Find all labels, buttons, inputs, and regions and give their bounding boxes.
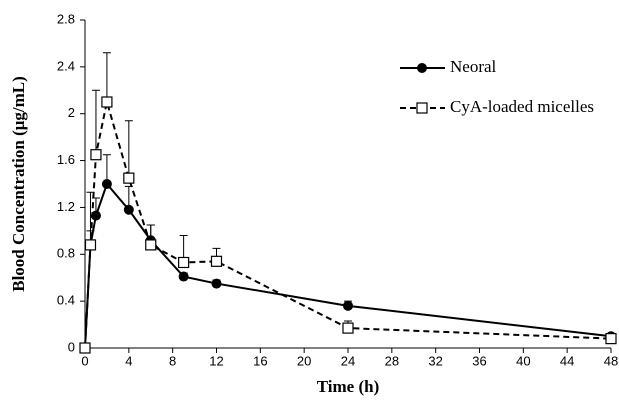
x-tick-label: 20 (297, 353, 311, 368)
y-axis-label: Blood Concentration (μg/mL) (9, 76, 28, 292)
error-bar (86, 191, 95, 245)
data-point (211, 278, 222, 289)
data-point (605, 333, 617, 345)
data-point (342, 322, 354, 334)
x-tick-label: 16 (253, 353, 267, 368)
y-tick-label: 0 (68, 339, 75, 354)
data-point (210, 255, 223, 267)
data-point (343, 300, 353, 311)
y-tick-label: 2.4 (57, 58, 75, 73)
data-point (123, 204, 134, 215)
series-line (84, 101, 612, 349)
data-point (79, 342, 91, 354)
data-point (90, 149, 102, 161)
y-tick-label: 1.2 (57, 199, 75, 214)
data-point (178, 271, 189, 282)
error-bar (124, 120, 133, 179)
x-axis-label: Time (h) (317, 377, 380, 396)
y-tick-label: 2 (68, 105, 75, 120)
x-tick-label: 4 (125, 353, 132, 368)
data-point (123, 172, 135, 184)
x-tick-label: 0 (81, 353, 88, 368)
x-tick-label: 44 (560, 353, 574, 368)
y-tick-label: 2.8 (57, 11, 75, 26)
y-tick-label: 1.6 (57, 152, 75, 167)
x-tick-label: 36 (472, 353, 486, 368)
data-point (101, 96, 113, 108)
x-tick-label: 24 (341, 353, 355, 368)
x-tick-label: 48 (604, 353, 618, 368)
x-tick-label: 12 (209, 353, 223, 368)
x-tick-label: 32 (428, 353, 442, 368)
legend-label: CyA-loaded micelles (450, 97, 594, 116)
data-point (145, 239, 157, 251)
data-point (101, 179, 112, 189)
y-tick-label: 0.4 (57, 293, 75, 308)
legend-marker (416, 102, 428, 114)
data-point (90, 210, 101, 221)
x-tick-label: 28 (385, 353, 399, 368)
y-tick-label: 0.8 (57, 246, 75, 261)
x-tick-label: 40 (516, 353, 530, 368)
error-bar (91, 89, 100, 155)
data-point (84, 239, 97, 251)
x-tick-label: 8 (169, 353, 176, 368)
legend-label: Neoral (450, 57, 497, 76)
error-bar (102, 52, 111, 102)
data-point (178, 256, 190, 269)
legend-marker (417, 63, 427, 73)
